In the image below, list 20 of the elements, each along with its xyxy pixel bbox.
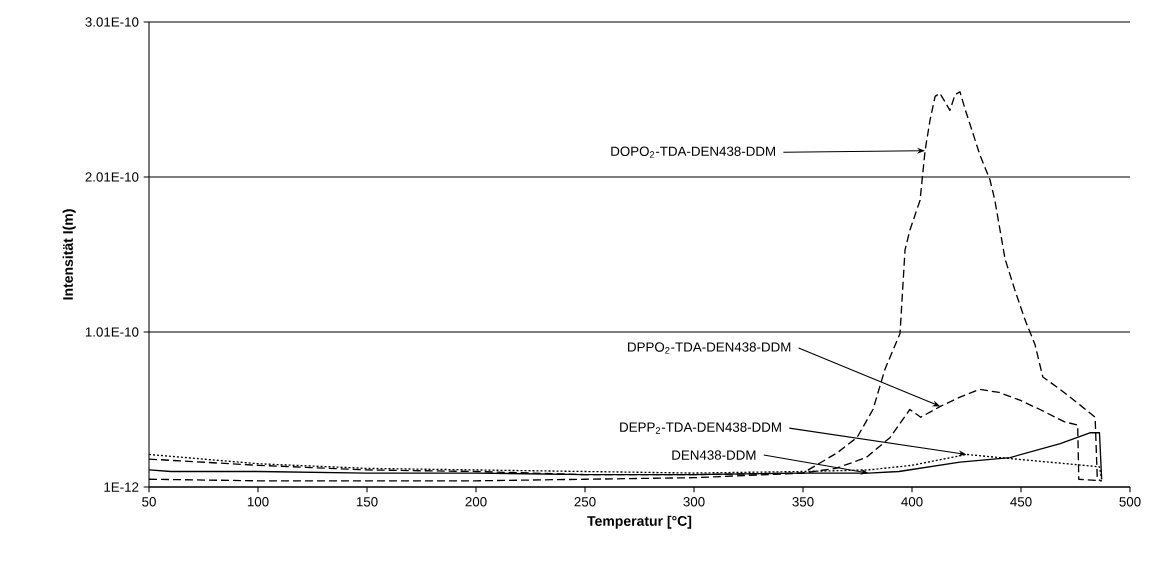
- x-tick-label: 100: [247, 497, 269, 507]
- x-tick-label: 250: [574, 497, 596, 507]
- text: DPPO$_{2}$-TDA-DEN438-DDM: [628, 342, 791, 354]
- text: DEPP$_{2}$-TDA-DEN438-DDM: [620, 422, 781, 434]
- y-tick-label: 3.01E-10: [85, 17, 139, 27]
- x-tick-label: 500: [1119, 497, 1141, 507]
- y-tick-label: 1.01E-10: [85, 327, 139, 337]
- series-label: DEN438-DDM: [672, 450, 756, 460]
- y-tick-label: 1E-12: [104, 482, 139, 492]
- x-tick-label: 450: [1010, 497, 1032, 507]
- x-tick-label: 400: [901, 497, 923, 507]
- text: DOPO$_{2}$-TDA-DEN438-DDM: [611, 146, 775, 158]
- y-axis-title: Intensität I(m): [62, 209, 76, 300]
- x-tick-label: 300: [683, 497, 705, 507]
- x-tick-label: 200: [465, 497, 487, 507]
- x-tick-label: 50: [142, 497, 156, 507]
- x-axis-title: Temperatur [°C]: [587, 515, 692, 529]
- y-tick-label: 2.01E-10: [85, 172, 139, 182]
- x-tick-label: 350: [792, 497, 814, 507]
- x-tick-label: 150: [356, 497, 378, 507]
